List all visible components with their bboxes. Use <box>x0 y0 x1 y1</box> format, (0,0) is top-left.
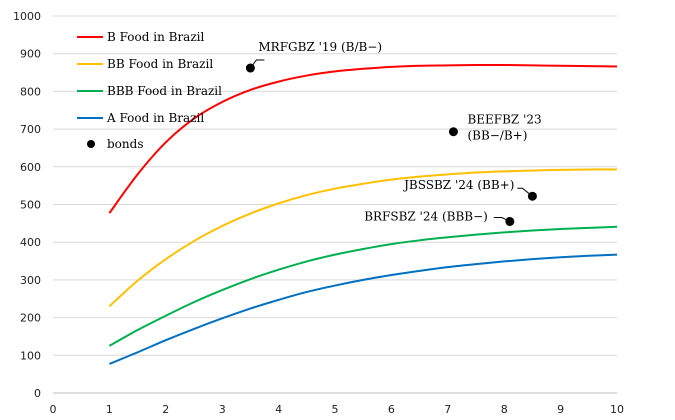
x-tick-label: 5 <box>332 403 339 416</box>
series-line-0 <box>108 63 618 214</box>
legend: B Food in Brazil BB Food in Brazil BBB Foo… <box>77 30 222 151</box>
y-tick-label: 900 <box>20 48 41 61</box>
annotation-label-2: JBSSBZ '24 (BB+) <box>402 178 514 192</box>
annotation-leader-3 <box>493 217 511 222</box>
bond-point-0 <box>245 63 255 73</box>
x-tick-label: 10 <box>610 403 624 416</box>
bond-point-1 <box>448 127 458 137</box>
annotation-label-1: BEEFBZ '23 <box>467 113 541 127</box>
legend-label-0: B Food in Brazil <box>107 30 204 44</box>
y-tick-label: 800 <box>20 85 41 98</box>
x-tick-label: 6 <box>388 403 395 416</box>
series-lines <box>108 63 618 365</box>
x-tick-label: 7 <box>444 403 451 416</box>
annotation-label-1-line2: (BB−/B+) <box>467 129 527 143</box>
annotation-label-0: MRFGBZ '19 (B/B−) <box>258 40 382 54</box>
legend-bond-marker <box>87 140 95 148</box>
x-tick-label: 4 <box>275 403 282 416</box>
x-tick-label: 9 <box>557 403 564 416</box>
tick-labels: 0 100 200 300 400 500 600 700 800 900 1000 0 1 2 3 4 5 6 7… <box>13 10 624 416</box>
y-tick-label: 0 <box>34 387 41 400</box>
y-tick-label: 400 <box>20 236 41 249</box>
y-tick-label: 500 <box>20 199 41 212</box>
y-tick-label: 1000 <box>13 10 41 23</box>
y-tick-label: 600 <box>20 161 41 174</box>
bond-point-3 <box>505 216 515 226</box>
legend-label-bonds: bonds <box>107 137 143 151</box>
bond-annotations: MRFGBZ '19 (B/B−) BEEFBZ '23 (BB−/B+) JBSSB… <box>250 40 542 223</box>
series-line-2 <box>108 225 618 347</box>
series-line-1 <box>108 168 618 308</box>
y-tick-label: 100 <box>20 349 41 362</box>
annotation-label-3: BRFSBZ '24 (BBB−) <box>364 209 488 223</box>
series-line-3 <box>109 253 618 365</box>
y-tick-label: 700 <box>20 123 41 136</box>
legend-label-2: BBB Food in Brazil <box>107 84 222 98</box>
y-tick-label: 300 <box>20 274 41 287</box>
grid-lines <box>53 15 617 356</box>
legend-label-1: BB Food in Brazil <box>107 57 213 71</box>
x-tick-label: 3 <box>219 403 226 416</box>
y-tick-label: 200 <box>20 312 41 325</box>
x-tick-label: 0 <box>50 403 57 416</box>
legend-label-3: A Food in Brazil <box>106 111 204 125</box>
x-tick-label: 2 <box>162 403 169 416</box>
x-tick-label: 8 <box>501 403 508 416</box>
annotation-leader-2 <box>517 187 533 197</box>
bond-points <box>245 63 537 226</box>
annotation-leader-0 <box>250 59 265 69</box>
x-tick-label: 1 <box>106 403 113 416</box>
